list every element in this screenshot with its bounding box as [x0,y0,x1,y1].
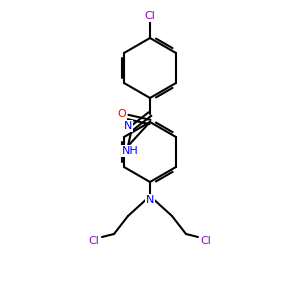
Text: Cl: Cl [145,11,155,21]
Text: NH: NH [122,146,138,156]
Text: N: N [124,121,132,131]
Text: N: N [146,195,154,205]
Text: Cl: Cl [88,236,99,246]
Text: O: O [118,109,126,119]
Text: Cl: Cl [201,236,212,246]
